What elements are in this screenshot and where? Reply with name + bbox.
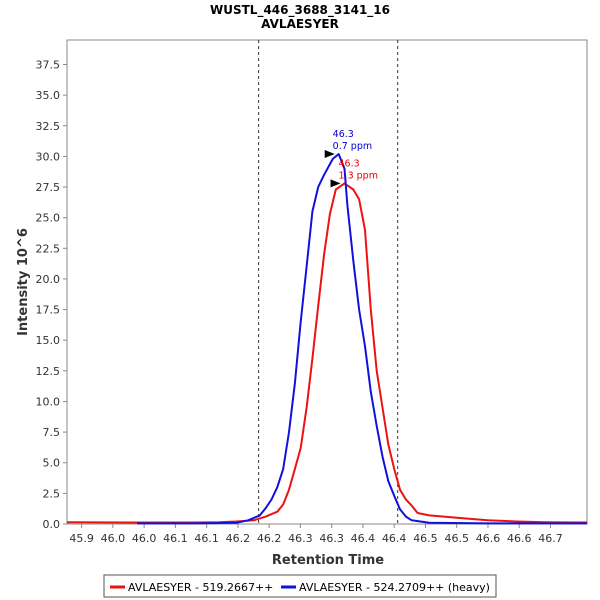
x-tick-label: 46.1	[194, 532, 219, 545]
y-tick-label: 22.5	[36, 242, 61, 255]
y-tick-label: 32.5	[36, 120, 61, 133]
x-tick-label: 46.0	[132, 532, 157, 545]
plot-area	[66, 39, 588, 525]
y-axis-title: Intensity 10^6	[16, 228, 31, 336]
x-tick-label: 46.5	[413, 532, 438, 545]
y-tick-label: 15.0	[36, 334, 61, 347]
x-tick-label: 46.6	[476, 532, 501, 545]
y-axis: 0.0 2.5 5.0 7.5 10.0 12.5 15.0 17.5 20.0 22.5 25.0…	[36, 59, 67, 531]
x-tick-label: 45.9	[69, 532, 94, 545]
y-tick-label: 20.0	[36, 273, 61, 286]
x-axis-title: Retention Time	[272, 553, 384, 568]
y-tick-label: 12.5	[36, 365, 61, 378]
peak-annotation-text: 0.7 ppm	[333, 141, 372, 152]
x-tick-label: 46.0	[101, 532, 126, 545]
y-tick-label: 27.5	[36, 181, 61, 194]
legend: AVLAESYER - 519.2667++ AVLAESYER - 524.2…	[103, 574, 497, 598]
y-tick-label: 10.0	[36, 395, 61, 408]
peak-annotation-text: 1.3 ppm	[339, 170, 378, 181]
x-tick-label: 46.4	[351, 532, 376, 545]
integration-boundaries	[258, 40, 399, 524]
series-line-0	[66, 182, 588, 524]
y-tick-label: 0.0	[43, 518, 61, 531]
peak-arrow-marker	[324, 149, 335, 158]
x-tick-label: 46.7	[538, 532, 563, 545]
x-tick-label: 46.1	[163, 532, 188, 545]
peak-annotation-text: 46.3	[339, 158, 360, 169]
x-tick-label: 46.4	[382, 532, 407, 545]
series-line-1	[137, 153, 587, 525]
y-tick-label: 30.0	[36, 150, 61, 163]
peak-arrow-marker	[330, 179, 341, 188]
y-tick-label: 35.0	[36, 89, 61, 102]
y-tick-label: 7.5	[43, 426, 61, 439]
x-tick-label: 46.3	[288, 532, 313, 545]
y-tick-label: 25.0	[36, 212, 61, 225]
x-tick-label: 46.3	[319, 532, 344, 545]
series-group	[66, 153, 588, 525]
y-tick-label: 2.5	[43, 487, 61, 500]
legend-box	[103, 574, 497, 598]
y-tick-label: 37.5	[36, 59, 61, 72]
x-tick-label: 46.6	[507, 532, 532, 545]
x-tick-label: 46.2	[226, 532, 251, 545]
chart-subtitle: AVLAESYER	[261, 17, 339, 31]
peak-annotation-text: 46.3	[333, 129, 354, 140]
chart-title: WUSTL_446_3688_3141_16	[210, 3, 390, 18]
x-axis: 45.9 46.0 46.0 46.1 46.1 46.2 46.2 46.3 46.3 46.4…	[69, 524, 563, 545]
y-tick-label: 17.5	[36, 304, 61, 317]
y-tick-label: 5.0	[43, 457, 61, 470]
x-tick-label: 46.5	[444, 532, 469, 545]
legend-label-0: AVLAESYER - 519.2667++	[128, 581, 273, 594]
legend-label-1: AVLAESYER - 524.2709++ (heavy)	[299, 581, 490, 594]
x-tick-label: 46.2	[257, 532, 282, 545]
